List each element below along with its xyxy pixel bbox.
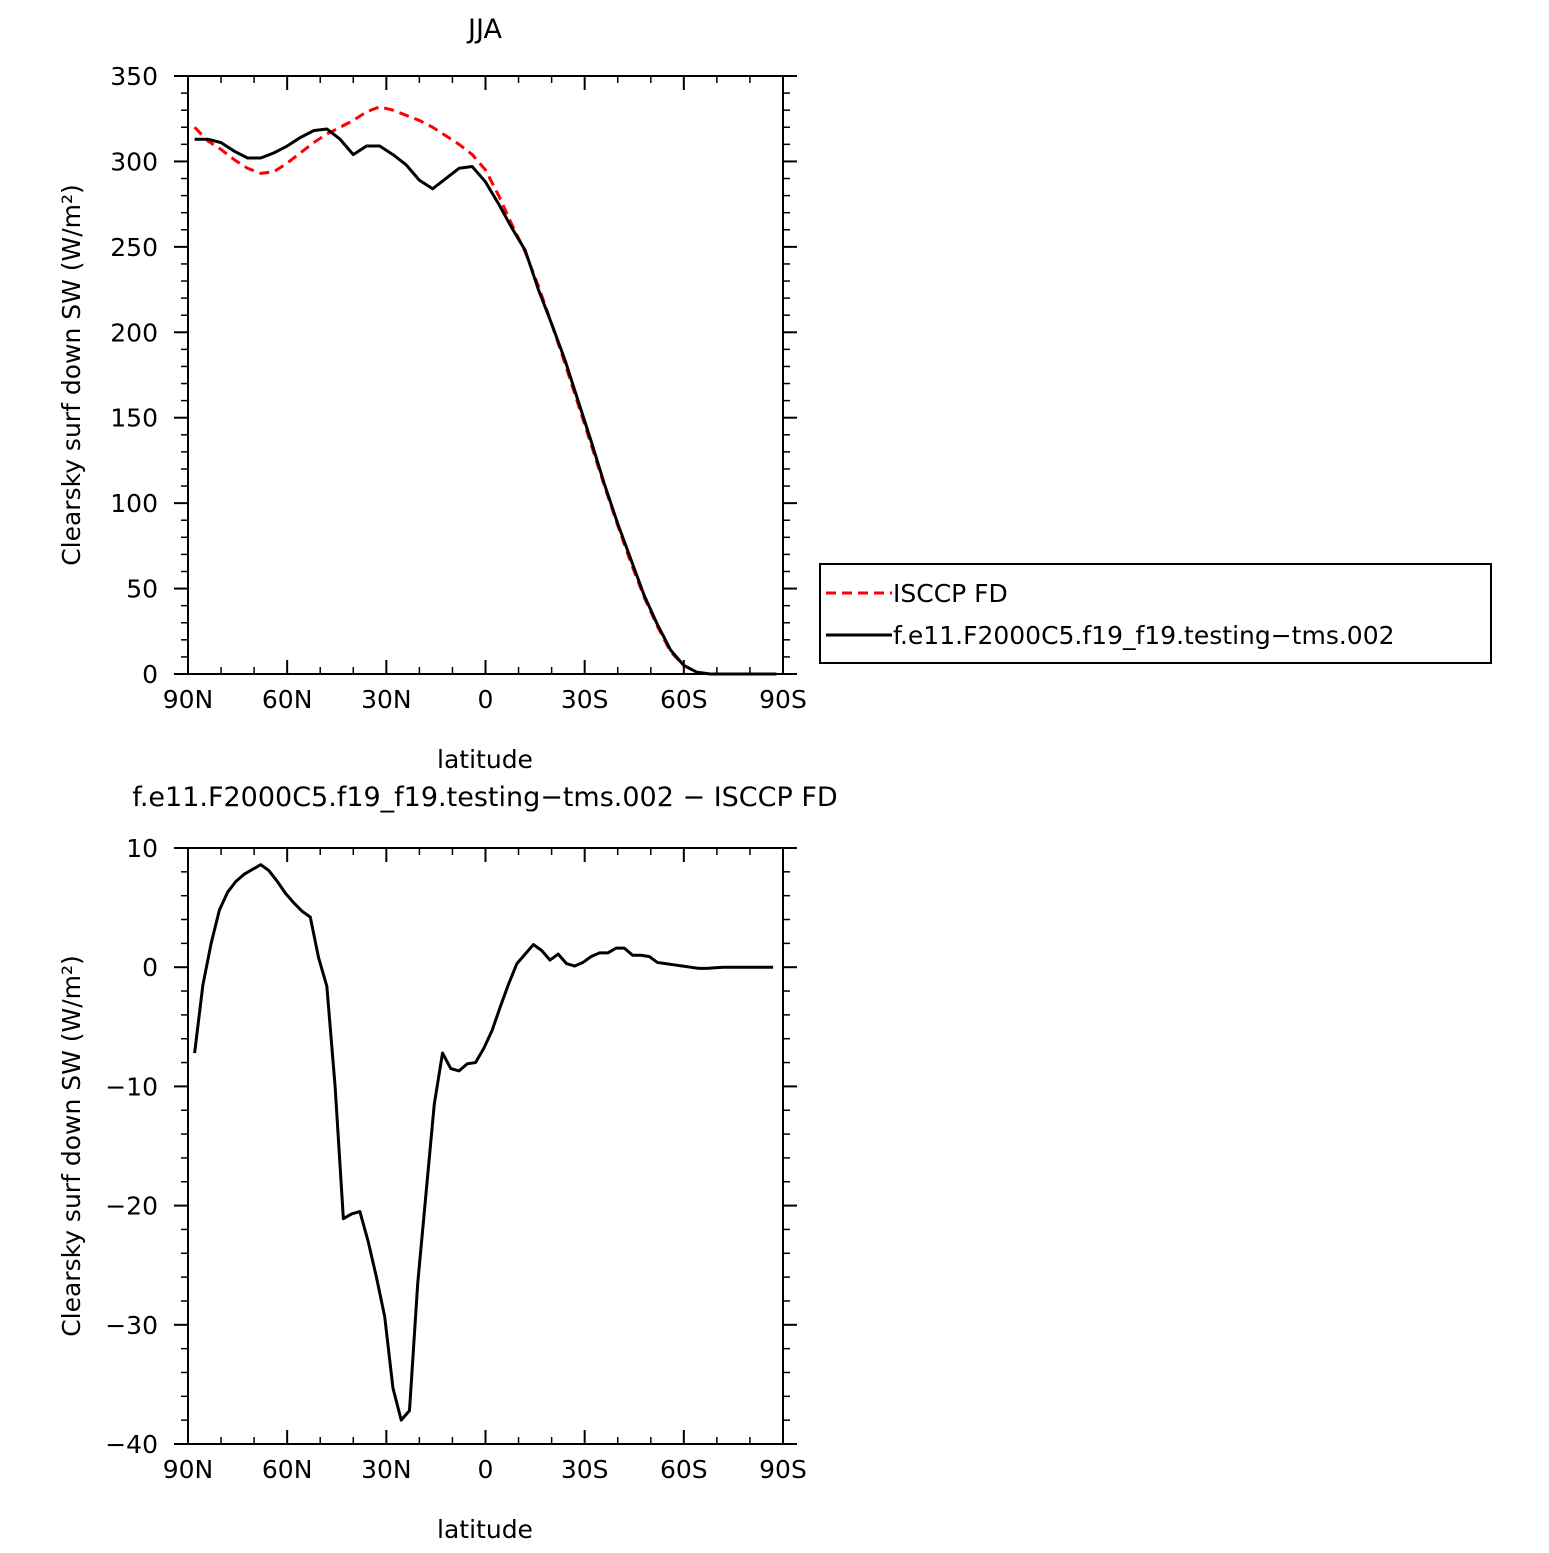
bottom-y-tick-label: −10 xyxy=(105,1072,158,1101)
bottom-x-tick-label: 0 xyxy=(478,1455,494,1484)
bottom-y-tick-label: −30 xyxy=(105,1311,158,1340)
bottom-x-tick-label: 60N xyxy=(262,1455,313,1484)
bottom-x-tick-label: 30S xyxy=(561,1455,609,1484)
top-plot-frame xyxy=(187,75,784,675)
legend-label-model: f.e11.F2000C5.f19_f19.testing−tms.002 xyxy=(893,621,1395,650)
top-x-tick-label: 60N xyxy=(262,685,313,714)
top-y-tick-label: 200 xyxy=(110,318,158,347)
top-y-tick-label: 150 xyxy=(110,404,158,433)
bottom-x-tick-label: 90S xyxy=(759,1455,807,1484)
legend: ISCCP FD f.e11.F2000C5.f19_f19.testing−t… xyxy=(819,563,1492,664)
top-y-tick-label: 100 xyxy=(110,489,158,518)
top-x-tick-label: 30N xyxy=(361,685,412,714)
top-y-tick-label: 50 xyxy=(126,575,158,604)
top-y-tick-label: 300 xyxy=(110,147,158,176)
bottom-series-group xyxy=(193,863,774,1422)
top-title: JJA xyxy=(466,14,502,45)
bottom-plot-frame xyxy=(187,847,784,1445)
bottom-x-axis-label: latitude xyxy=(437,1515,533,1544)
top-panel: JJA 90N 60N 30N 0 30S 60S 90S 0 50 100 150 200 250 30… xyxy=(57,14,1492,774)
top-series-line-1 xyxy=(194,127,777,676)
bottom-y-tick-label: −20 xyxy=(105,1192,158,1221)
top-x-tick-label: 60S xyxy=(660,685,708,714)
top-x-tick-label: 0 xyxy=(478,685,494,714)
top-x-tick-label: 90S xyxy=(759,685,807,714)
top-tick-group: 90N 60N 30N 0 30S 60S 90S 0 50 100 150 200 250 300 350 xyxy=(110,62,807,714)
bottom-y-axis-label: Clearsky surf down SW (W/m²) xyxy=(57,955,86,1337)
legend-label-isccp: ISCCP FD xyxy=(893,579,1008,608)
bottom-x-tick-label: 60S xyxy=(660,1455,708,1484)
bottom-x-tick-label: 90N xyxy=(163,1455,214,1484)
bottom-panel: f.e11.F2000C5.f19_f19.testing−tms.002 − … xyxy=(57,782,838,1544)
top-y-tick-label: 250 xyxy=(110,233,158,262)
bottom-title: f.e11.F2000C5.f19_f19.testing−tms.002 − … xyxy=(132,782,837,813)
top-x-tick-label: 90N xyxy=(163,685,214,714)
top-y-axis-label: Clearsky surf down SW (W/m²) xyxy=(57,184,86,566)
legend-box xyxy=(819,563,1492,664)
bottom-x-tick-label: 30N xyxy=(361,1455,412,1484)
top-series-group xyxy=(193,105,777,676)
bottom-tick-group: 90N 60N 30N 0 30S 60S 90S 10 0 −10 −20 −30 −40 xyxy=(105,834,807,1484)
top-x-tick-label: 30S xyxy=(561,685,609,714)
bottom-series-line-0 xyxy=(193,863,774,1422)
top-y-tick-label: 0 xyxy=(142,660,158,689)
bottom-y-tick-label: −40 xyxy=(105,1430,158,1459)
top-x-axis-label: latitude xyxy=(437,745,533,774)
top-y-tick-label: 350 xyxy=(110,62,158,91)
top-series-line-0 xyxy=(193,105,777,676)
bottom-y-tick-label: 0 xyxy=(142,953,158,982)
bottom-y-tick-label: 10 xyxy=(126,834,158,863)
